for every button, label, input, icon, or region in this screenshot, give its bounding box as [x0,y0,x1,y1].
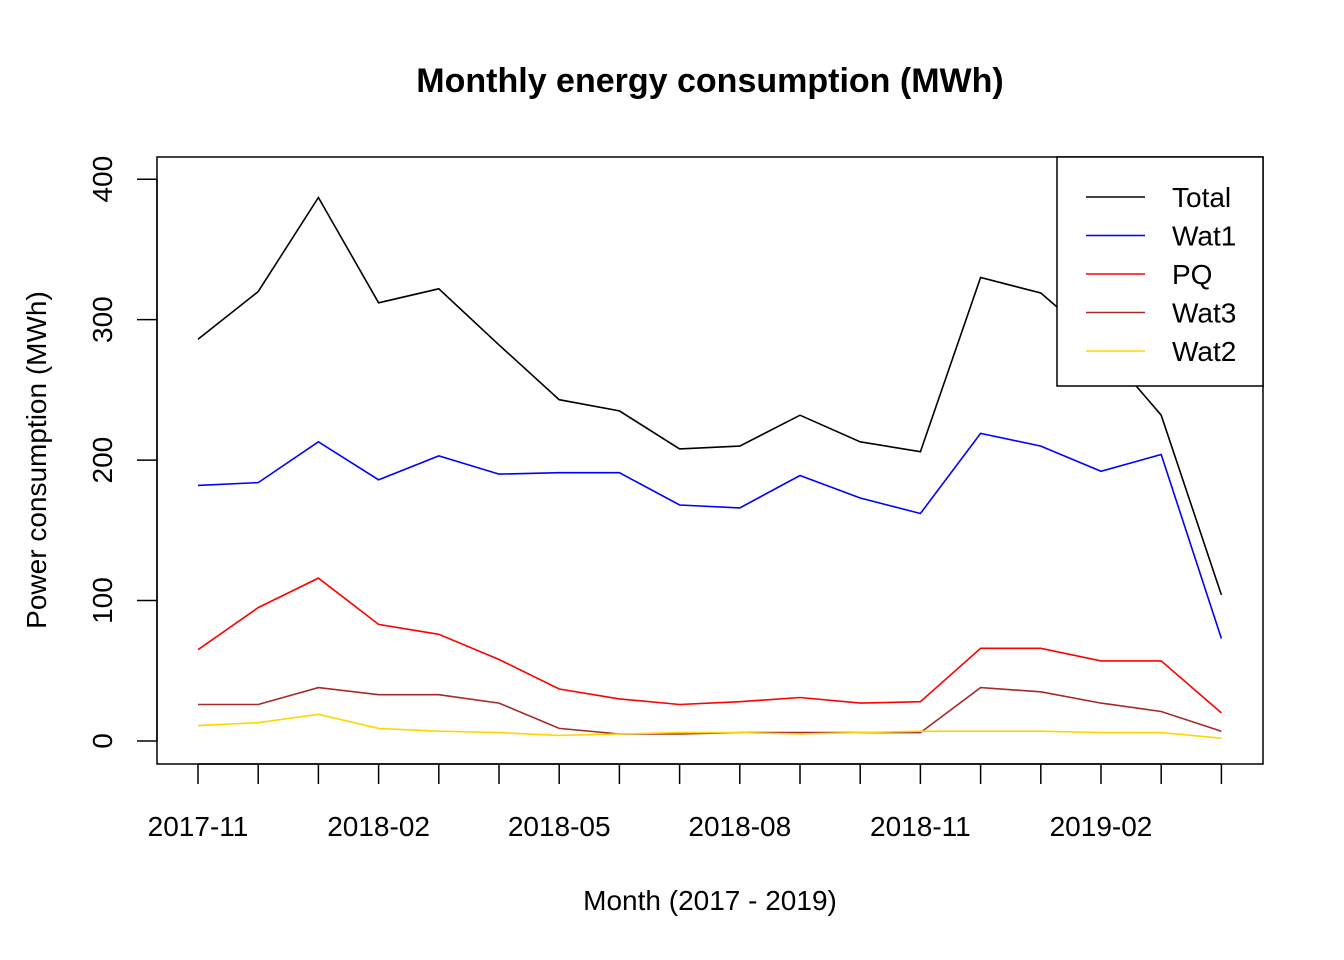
legend-label-wat2: Wat2 [1172,336,1236,367]
x-tick-label: 2017-11 [148,811,249,842]
series-line-pq [197,577,1222,714]
series-line-wat1 [197,432,1223,639]
x-tick-label: 2019-02 [1050,811,1153,842]
x-axis-label: Month (2017 - 2019) [583,885,837,916]
y-tick-label: 200 [87,437,118,484]
legend-label-total: Total [1172,182,1231,213]
y-tick-label: 300 [87,296,118,343]
legend-label-wat1: Wat1 [1172,221,1236,252]
legend-label-pq: PQ [1172,259,1212,290]
x-axis: 2017-11 2018-02 2018-05 2018-08 2018-11 2019-… [148,763,1223,842]
legend-label-wat3: Wat3 [1172,298,1236,329]
chart-title: Monthly energy consumption (MWh) [416,62,1003,100]
x-tick-label: 2018-05 [508,811,611,842]
x-tick-label: 2018-02 [327,811,430,842]
y-axis-label: Power consumption (MWh) [21,291,52,629]
series-lines [197,195,1223,739]
x-tick-label: 2018-11 [870,811,971,842]
series-line-total [197,195,1223,596]
y-tick-label: 400 [87,156,118,203]
legend-box [1056,156,1264,387]
series-line-wat3 [198,686,1222,735]
y-axis: 0 100 200 300 400 [87,156,158,749]
y-tick-label: 0 [87,733,118,749]
y-tick-label: 100 [87,577,118,624]
legend: Total Wat1 PQ Wat3 Wat2 [1056,156,1264,387]
series-line-wat2 [197,713,1222,739]
x-tick-label: 2018-08 [688,811,791,842]
